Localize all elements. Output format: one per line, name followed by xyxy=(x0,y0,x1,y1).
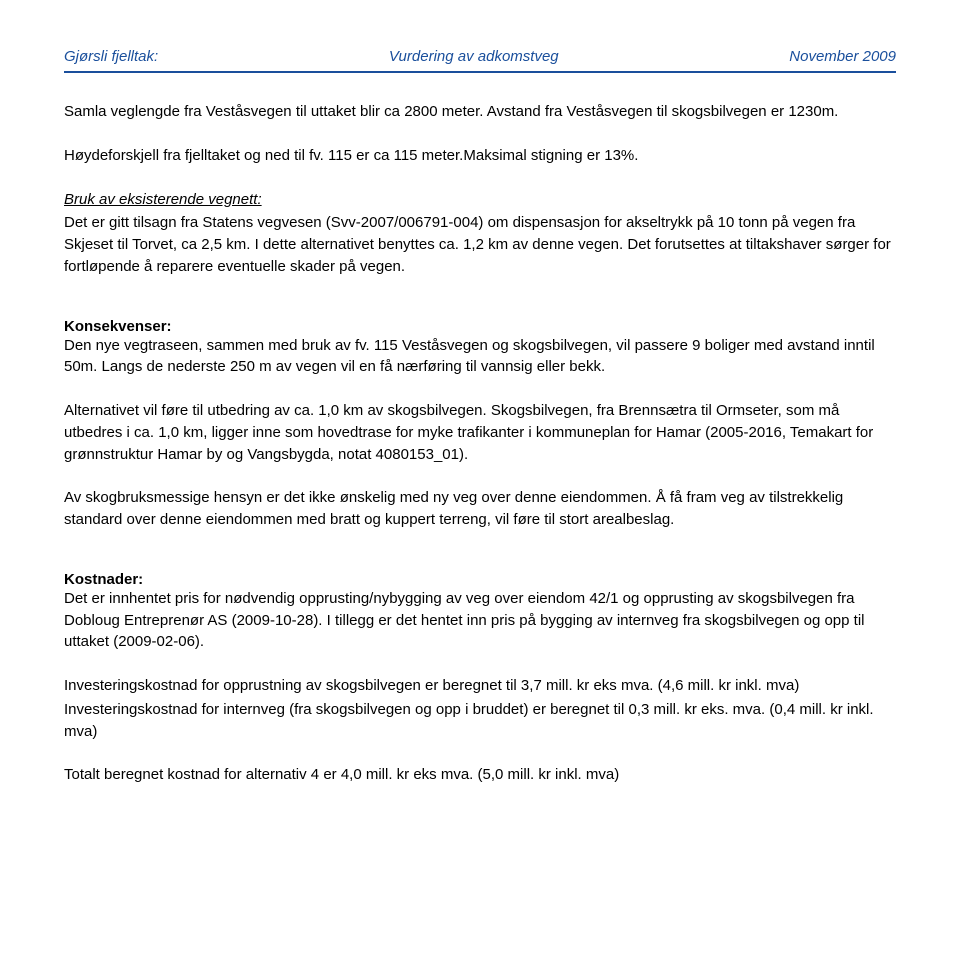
consequences-section: Konsekvenser: Den nye vegtraseen, sammen… xyxy=(64,318,896,531)
costs-p2: Investeringskostnad for opprustning av s… xyxy=(64,675,896,697)
header-left: Gjørsli fjelltak: xyxy=(64,48,158,65)
existing-roadnet-body: Det er gitt tilsagn fra Statens vegvesen… xyxy=(64,212,896,277)
paragraph-intro-1: Samla veglengde fra Veståsvegen til utta… xyxy=(64,101,896,123)
costs-heading: Kostnader: xyxy=(64,571,896,588)
costs-p3: Investeringskostnad for internveg (fra s… xyxy=(64,699,896,743)
costs-total: Totalt beregnet kostnad for alternativ 4… xyxy=(64,764,896,786)
existing-roadnet-block: Bruk av eksisterende vegnett: Det er git… xyxy=(64,189,896,278)
consequences-heading: Konsekvenser: xyxy=(64,318,896,335)
document-page: Gjørsli fjelltak: Vurdering av adkomstve… xyxy=(0,0,960,856)
header-divider xyxy=(64,71,896,73)
consequences-p1: Den nye vegtraseen, sammen med bruk av f… xyxy=(64,335,896,379)
costs-p1: Det er innhentet pris for nødvendig oppr… xyxy=(64,588,896,653)
consequences-p3: Av skogbruksmessige hensyn er det ikke ø… xyxy=(64,487,896,531)
paragraph-intro-2: Høydeforskjell fra fjelltaket og ned til… xyxy=(64,145,896,167)
consequences-p2: Alternativet vil føre til utbedring av c… xyxy=(64,400,896,465)
page-header: Gjørsli fjelltak: Vurdering av adkomstve… xyxy=(64,48,896,65)
costs-section: Kostnader: Det er innhentet pris for nød… xyxy=(64,571,896,786)
header-right: November 2009 xyxy=(789,48,896,65)
existing-roadnet-lead: Bruk av eksisterende vegnett: xyxy=(64,189,896,211)
header-center: Vurdering av adkomstveg xyxy=(389,48,559,65)
